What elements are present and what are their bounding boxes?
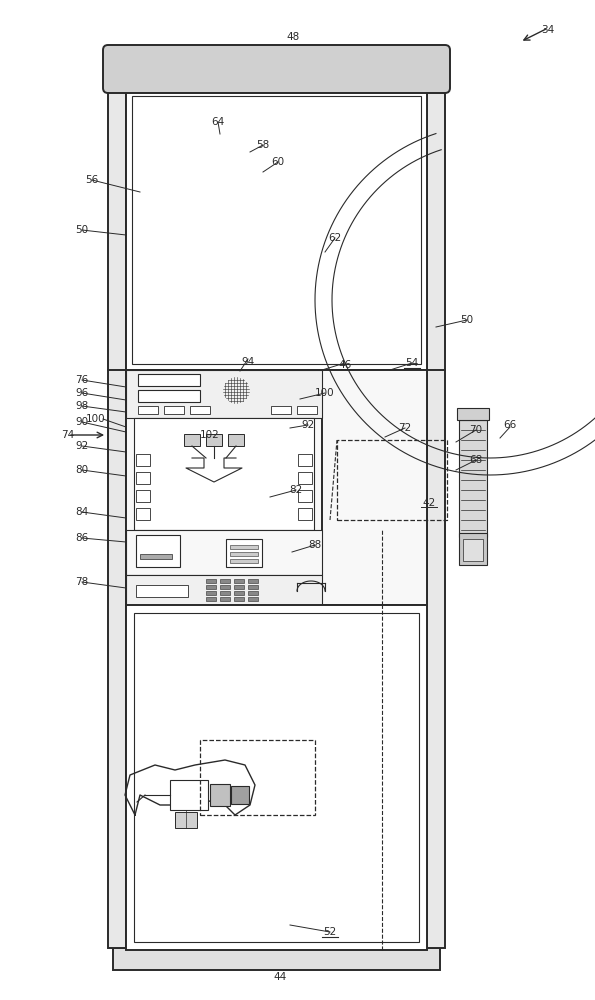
Bar	[140, 554, 172, 559]
Text: 102: 102	[200, 430, 220, 440]
Bar	[226, 539, 262, 567]
Bar	[206, 585, 216, 589]
Bar	[220, 579, 230, 583]
Bar	[248, 579, 258, 583]
Bar	[248, 585, 258, 589]
Bar	[136, 454, 150, 466]
Bar	[108, 88, 126, 948]
Bar	[206, 579, 216, 583]
Bar	[190, 406, 210, 414]
Bar	[463, 539, 483, 561]
Text: 46: 46	[339, 360, 352, 370]
Bar	[248, 591, 258, 595]
Text: 70: 70	[469, 425, 483, 435]
Bar	[271, 406, 291, 414]
Bar	[230, 559, 258, 563]
Bar	[126, 605, 427, 950]
Text: 72: 72	[399, 423, 412, 433]
Bar	[138, 390, 200, 402]
Bar	[459, 420, 487, 537]
Text: 90: 90	[76, 417, 89, 427]
Bar	[298, 472, 312, 484]
Bar	[220, 597, 230, 601]
Text: 84: 84	[76, 507, 89, 517]
Text: 94: 94	[242, 357, 255, 367]
Bar	[126, 90, 427, 370]
Text: 98: 98	[76, 401, 89, 411]
Text: 78: 78	[76, 577, 89, 587]
Text: 82: 82	[289, 485, 303, 495]
Text: 64: 64	[211, 117, 225, 127]
Bar	[136, 472, 150, 484]
Bar	[459, 533, 487, 565]
Bar	[234, 585, 244, 589]
Bar	[210, 784, 230, 806]
Text: 34: 34	[541, 25, 555, 35]
Text: 80: 80	[76, 465, 89, 475]
Text: 50: 50	[76, 225, 89, 235]
Bar	[457, 408, 489, 420]
Bar	[134, 418, 314, 530]
Bar	[126, 530, 322, 575]
Bar	[134, 613, 419, 942]
Bar	[298, 490, 312, 502]
Text: 44: 44	[273, 972, 287, 982]
Bar	[206, 434, 222, 446]
Bar	[200, 740, 315, 815]
Bar	[234, 579, 244, 583]
FancyBboxPatch shape	[103, 45, 450, 93]
Text: 62: 62	[328, 233, 342, 243]
Bar	[298, 508, 312, 520]
Bar	[126, 370, 322, 418]
Bar	[126, 370, 427, 605]
Bar	[206, 597, 216, 601]
Bar	[164, 406, 184, 414]
Text: 54: 54	[405, 358, 419, 368]
Bar	[248, 597, 258, 601]
Bar	[427, 88, 445, 948]
Bar	[297, 406, 317, 414]
Text: 92: 92	[302, 420, 315, 430]
Bar	[206, 591, 216, 595]
Text: 42: 42	[422, 498, 436, 508]
Text: 92: 92	[76, 441, 89, 451]
Bar	[230, 552, 258, 556]
Text: 100: 100	[86, 414, 106, 424]
Text: 86: 86	[76, 533, 89, 543]
Bar	[113, 948, 440, 970]
Text: 66: 66	[503, 420, 516, 430]
Text: 60: 60	[271, 157, 284, 167]
Bar	[230, 545, 258, 549]
Bar	[184, 434, 200, 446]
Bar	[136, 585, 188, 597]
Text: 56: 56	[85, 175, 99, 185]
Bar	[220, 591, 230, 595]
Text: 50: 50	[461, 315, 474, 325]
Bar	[234, 591, 244, 595]
Bar	[228, 434, 244, 446]
Text: 96: 96	[76, 388, 89, 398]
Text: 58: 58	[256, 140, 270, 150]
Bar	[136, 508, 150, 520]
Bar	[132, 96, 421, 364]
Bar	[138, 406, 158, 414]
Text: 100: 100	[315, 388, 335, 398]
Bar	[175, 812, 197, 828]
Bar	[126, 575, 322, 605]
Text: 48: 48	[286, 32, 300, 42]
Bar	[231, 786, 249, 804]
Text: 76: 76	[76, 375, 89, 385]
Text: 52: 52	[323, 927, 337, 937]
Text: 74: 74	[61, 430, 74, 440]
Text: 88: 88	[308, 540, 322, 550]
Text: 68: 68	[469, 455, 483, 465]
Bar	[138, 374, 200, 386]
Bar	[337, 440, 447, 520]
Bar	[220, 585, 230, 589]
Bar	[136, 490, 150, 502]
Bar	[234, 597, 244, 601]
Bar	[170, 780, 208, 810]
Bar	[136, 535, 180, 567]
Bar	[298, 454, 312, 466]
